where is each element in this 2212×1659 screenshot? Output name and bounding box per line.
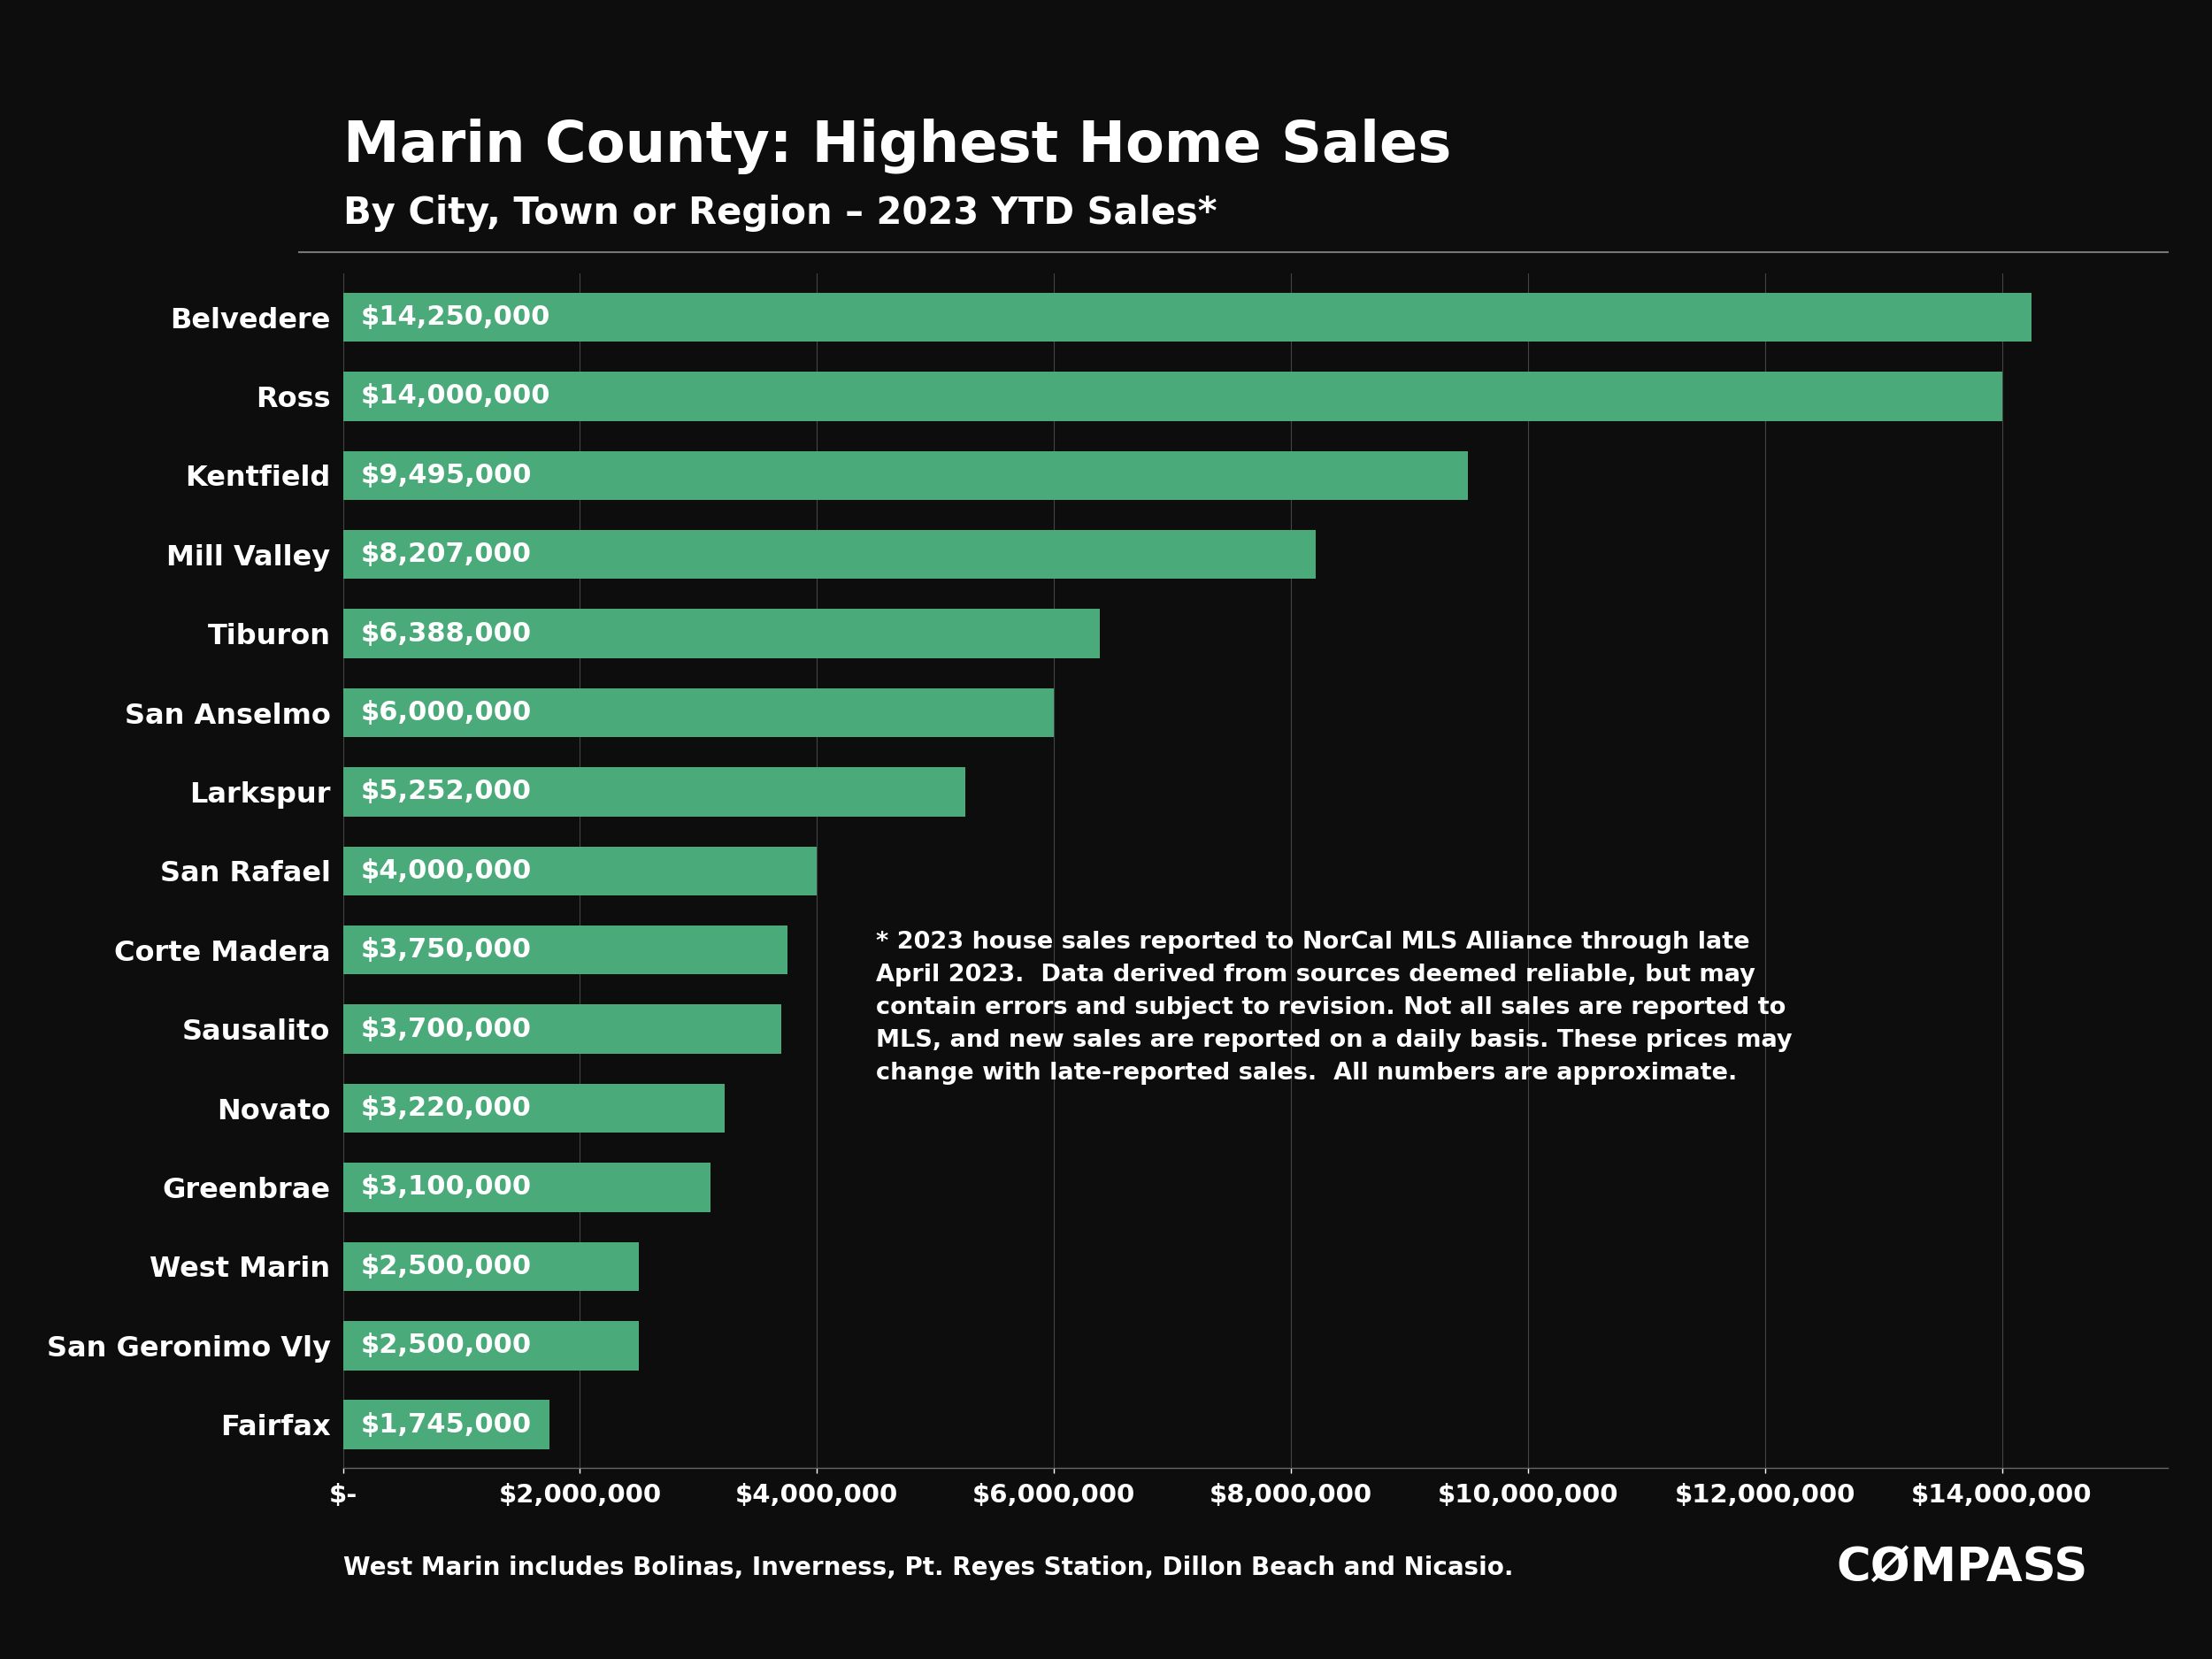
Bar bbox=[343, 926, 787, 974]
Bar bbox=[343, 1400, 549, 1450]
Text: $4,000,000: $4,000,000 bbox=[361, 858, 531, 884]
Text: CØMPASS: CØMPASS bbox=[1836, 1545, 2088, 1591]
Text: $3,220,000: $3,220,000 bbox=[361, 1095, 531, 1121]
Text: * 2023 house sales reported to NorCal MLS Alliance through late
April 2023.  Dat: * 2023 house sales reported to NorCal ML… bbox=[876, 931, 1792, 1085]
Text: Marin County: Highest Home Sales: Marin County: Highest Home Sales bbox=[343, 118, 1451, 174]
Bar bbox=[343, 292, 2031, 342]
Text: $14,000,000: $14,000,000 bbox=[361, 383, 551, 410]
Bar bbox=[343, 451, 1469, 499]
Bar bbox=[343, 372, 2002, 421]
Text: $3,100,000: $3,100,000 bbox=[361, 1175, 531, 1199]
Text: $3,750,000: $3,750,000 bbox=[361, 937, 531, 962]
Bar bbox=[343, 768, 964, 816]
Text: $9,495,000: $9,495,000 bbox=[361, 463, 531, 488]
Text: $1,745,000: $1,745,000 bbox=[361, 1412, 531, 1438]
Bar bbox=[343, 529, 1316, 579]
Bar bbox=[343, 1321, 639, 1370]
Text: West Marin includes Bolinas, Inverness, Pt. Reyes Station, Dillon Beach and Nica: West Marin includes Bolinas, Inverness, … bbox=[343, 1556, 1513, 1579]
Bar bbox=[343, 609, 1099, 659]
Text: $6,388,000: $6,388,000 bbox=[361, 620, 531, 647]
Text: $14,250,000: $14,250,000 bbox=[361, 304, 551, 330]
Text: $6,000,000: $6,000,000 bbox=[361, 700, 531, 725]
Text: By City, Town or Region – 2023 YTD Sales*: By City, Town or Region – 2023 YTD Sales… bbox=[343, 196, 1217, 232]
Bar bbox=[343, 688, 1053, 737]
Text: $2,500,000: $2,500,000 bbox=[361, 1254, 531, 1279]
Text: $3,700,000: $3,700,000 bbox=[361, 1017, 531, 1042]
Text: $2,500,000: $2,500,000 bbox=[361, 1332, 531, 1359]
Bar bbox=[343, 1083, 726, 1133]
Bar bbox=[343, 1163, 710, 1213]
Text: $5,252,000: $5,252,000 bbox=[361, 780, 531, 805]
Text: $8,207,000: $8,207,000 bbox=[361, 542, 531, 567]
Bar bbox=[343, 1243, 639, 1291]
Bar bbox=[343, 846, 816, 896]
Bar bbox=[343, 1005, 781, 1053]
